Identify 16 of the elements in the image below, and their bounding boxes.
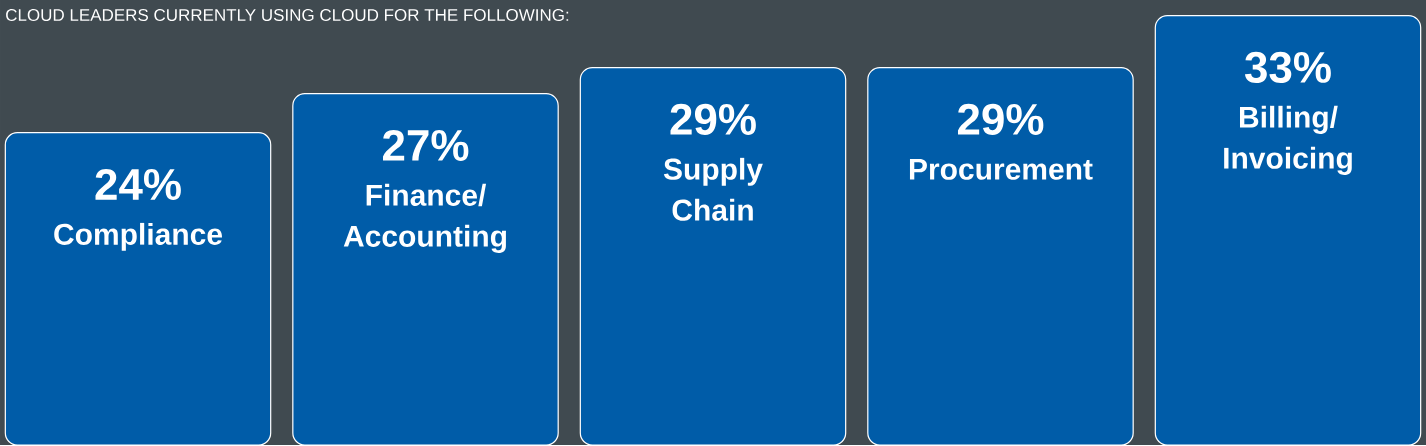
data-label: 29%	[957, 104, 1044, 136]
x-tick-label: Compliance	[54, 223, 222, 252]
x-tick-label: Finance/ Accounting	[343, 184, 506, 254]
bar	[867, 67, 1134, 446]
x-tick-label: Supply Chain	[663, 158, 763, 222]
bar	[292, 93, 559, 446]
data-label: 33%	[1244, 52, 1331, 84]
bar	[1154, 15, 1422, 446]
data-label: 24%	[95, 169, 181, 201]
x-tick-label: Procurement	[909, 159, 1093, 181]
x-tick-label: Billing/ Invoicing	[1224, 106, 1352, 176]
chart-title: CLOUD LEADERS CURRENTLY USING CLOUD FOR THE FOLLOWING:	[6, 9, 569, 22]
data-label: 27%	[383, 130, 469, 162]
data-label: 29%	[670, 104, 756, 136]
bar	[4, 132, 272, 446]
bar	[579, 67, 847, 446]
